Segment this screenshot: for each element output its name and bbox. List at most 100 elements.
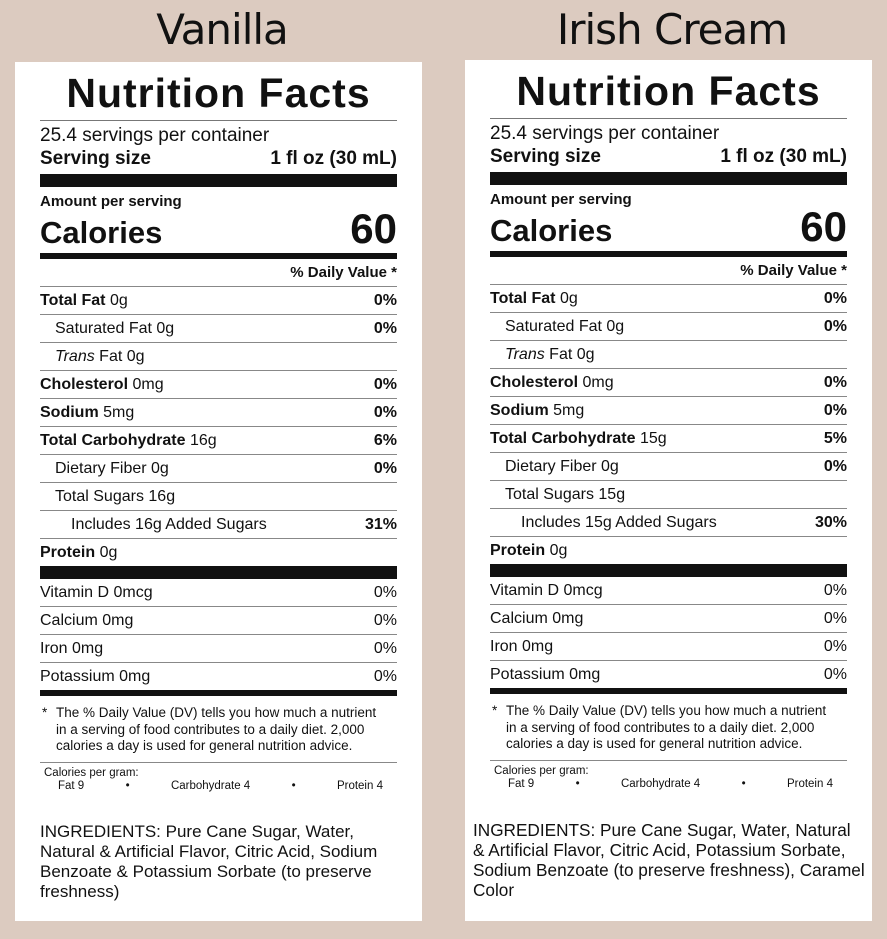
nutrient-name-cell: Total Carbohydrate 15g (490, 425, 667, 452)
nutrient-name: Sodium (40, 404, 99, 421)
serving-size: 1 fl oz (30 mL) (720, 146, 847, 167)
medium-rule (490, 251, 847, 257)
daily-value: 0% (823, 318, 847, 335)
vitamin-name: Calcium 0mg (40, 612, 134, 629)
nutrient-amount: 5mg (553, 402, 585, 419)
calories-label: Calories (490, 213, 613, 248)
footnote: * The % Daily Value (DV) tells you how mu… (490, 703, 847, 761)
vitamin-row: Iron 0mg 0% (40, 635, 397, 663)
nutrient-name-cell: Sodium 5mg (40, 399, 134, 426)
nutrient-name: Total Sugars (505, 486, 594, 503)
nutrient-name: Dietary Fiber (55, 460, 147, 477)
nutrient-row: Includes 16g Added Sugars 31% (40, 511, 397, 539)
separator: • (291, 779, 296, 792)
footnote-marker: * (492, 703, 498, 718)
daily-value: 31% (364, 516, 397, 533)
nutrient-row: Saturated Fat 0g 0% (40, 315, 397, 343)
amount-per-serving: Amount per serving (40, 193, 182, 210)
daily-value: 0% (823, 458, 847, 475)
nutrient-name-cell: Total Carbohydrate 16g (40, 427, 217, 454)
separator: • (125, 779, 130, 792)
vitamin-dv: 0% (373, 612, 397, 629)
medium-rule (40, 253, 397, 259)
vitamin-row: Vitamin D 0mcg 0% (490, 577, 847, 605)
nutrient-name-italic: Trans (55, 348, 95, 365)
calories-per-gram-items: Fat 9 • Carbohydrate 4 • Protein 4 (494, 778, 847, 791)
servings: 25.4 servings per container (490, 123, 720, 144)
amount-per-serving: Amount per serving (490, 191, 632, 208)
vitamin-dv: 0% (823, 638, 847, 655)
panel-title: Nutrition Facts (490, 66, 847, 119)
nutrition-panel: Nutrition Facts 25.4 servings per contain… (15, 62, 422, 921)
daily-value-header: % Daily Value * (490, 257, 847, 285)
vitamin-dv: 0% (823, 582, 847, 599)
nutrient-amount: 0g (606, 318, 625, 335)
label-column: Vanilla Nutrition Facts 25.4 servings per … (12, 0, 432, 921)
calories-value: 60 (350, 205, 397, 252)
servings: 25.4 servings per container (40, 125, 270, 146)
nutrient-name: Includes 16g Added Sugars (71, 516, 267, 533)
vitamin-row: Potassium 0mg 0% (40, 663, 397, 691)
vitamin-row: Calcium 0mg 0% (490, 605, 847, 633)
nutrient-row: Cholesterol 0mg 0% (40, 371, 397, 399)
ingredients: INGREDIENTS: Pure Cane Sugar, Water, Nat… (40, 821, 378, 901)
nutrient-row: Total Carbohydrate 16g 6% (40, 427, 397, 455)
calories-row: Calories 60 (490, 206, 847, 250)
nutrient-name: Sodium (490, 402, 549, 419)
nutrient-row: Includes 15g Added Sugars 30% (490, 509, 847, 537)
separator: • (741, 777, 746, 790)
daily-value: 5% (823, 430, 847, 447)
nutrient-name: Fat (549, 346, 573, 363)
calories-per-gram-item: Carbohydrate 4 (620, 777, 701, 790)
nutrient-row: Total Sugars 16g (40, 483, 397, 511)
flavor-name: Irish Cream (556, 5, 788, 54)
calories-per-gram-item: Fat 9 (58, 779, 85, 792)
vitamin-name: Potassium 0mg (490, 666, 601, 683)
footnote: * The % Daily Value (DV) tells you how mu… (40, 705, 397, 763)
calories-per-gram: Calories per gram: Fat 9 • Carbohydrate 4 • P… (490, 765, 847, 791)
nutrient-name: Protein (490, 542, 546, 559)
vitamin-row: Calcium 0mg 0% (40, 607, 397, 635)
nutrient-name-cell: Protein 0g (40, 539, 117, 566)
vitamin-dv: 0% (373, 584, 397, 601)
nutrient-row: Trans Fat 0g (40, 343, 397, 371)
nutrient-row: Total Sugars 15g (490, 481, 847, 509)
vitamin-name: Calcium 0mg (490, 610, 584, 627)
separator: • (575, 777, 580, 790)
nutrient-row: Sodium 5mg 0% (490, 397, 847, 425)
vitamin-name: Vitamin D 0mcg (40, 584, 153, 601)
calories-per-gram-label: Calories per gram: (44, 766, 139, 779)
nutrient-name-cell: Sodium 5mg (490, 397, 584, 424)
nutrient-amount: 16g (189, 432, 217, 449)
calories-per-gram-item: Carbohydrate 4 (170, 779, 251, 792)
vitamin-row: Vitamin D 0mcg 0% (40, 579, 397, 607)
nutrient-name: Total Carbohydrate (40, 432, 186, 449)
footnote-text: The % Daily Value (DV) tells you how muc… (506, 703, 827, 751)
calories-per-gram-label: Calories per gram: (494, 764, 589, 777)
nutrient-row: Trans Fat 0g (490, 341, 847, 369)
daily-value: 0% (373, 320, 397, 337)
nutrient-name-cell: Includes 15g Added Sugars (490, 509, 717, 536)
nutrient-name-cell: Saturated Fat 0g (40, 315, 174, 342)
serving-size-row: Serving size 1 fl oz (30 mL) (490, 145, 847, 169)
daily-value: 0% (373, 292, 397, 309)
label-column: Irish Cream Nutrition Facts 25.4 servings … (462, 0, 882, 921)
nutrient-amount: 16g (148, 488, 176, 505)
nutrient-row: Total Fat 0g 0% (490, 285, 847, 313)
nutrient-name-cell: Total Fat 0g (490, 285, 578, 312)
nutrient-name: Saturated Fat (505, 318, 602, 335)
nutrient-name-cell: Total Fat 0g (40, 287, 128, 314)
nutrient-row: Protein 0g (490, 537, 847, 564)
nutrient-amount: 0g (156, 320, 175, 337)
nutrient-amount: 0g (151, 460, 169, 477)
nutrient-row: Dietary Fiber 0g 0% (490, 453, 847, 481)
nutrient-amount: 15g (639, 430, 667, 447)
nutrient-row: Saturated Fat 0g 0% (490, 313, 847, 341)
medium-rule (490, 688, 847, 694)
daily-value: 0% (823, 290, 847, 307)
daily-value-header: % Daily Value * (40, 259, 397, 287)
calories-per-gram: Calories per gram: Fat 9 • Carbohydrate 4 • P… (40, 767, 397, 793)
nutrient-name-cell: Total Sugars 15g (490, 481, 625, 508)
nutrient-amount: 0g (99, 544, 118, 561)
